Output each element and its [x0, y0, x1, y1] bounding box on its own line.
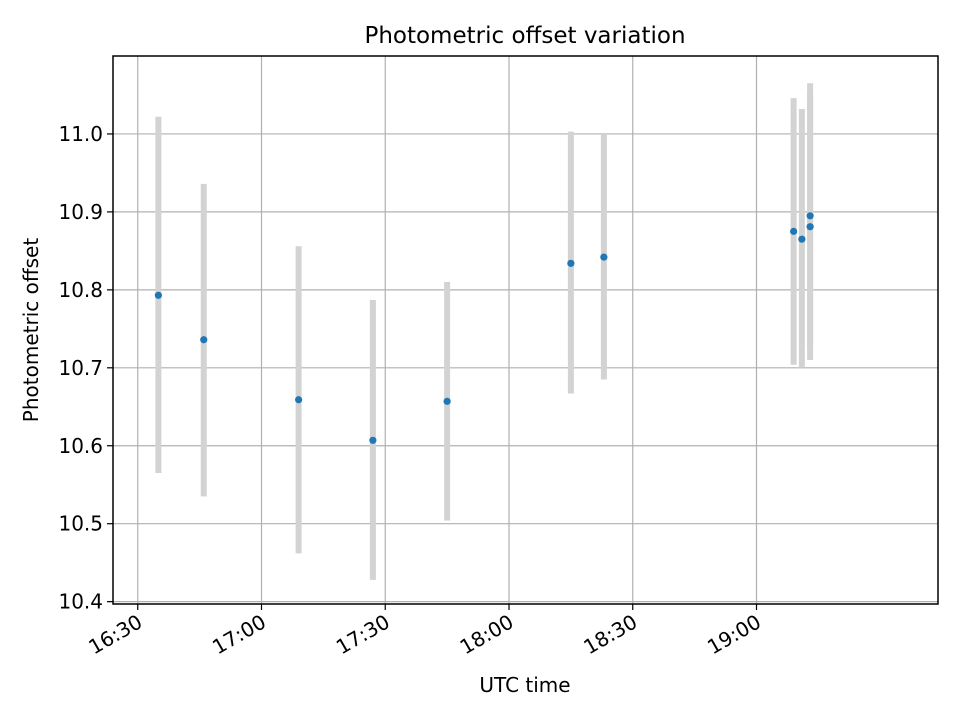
x-tick-label: 19:00 — [703, 610, 765, 660]
y-tick-label: 10.7 — [58, 356, 103, 380]
data-point — [806, 223, 814, 231]
x-axis-title: UTC time — [479, 673, 570, 697]
data-point — [600, 253, 608, 261]
data-point — [806, 212, 814, 220]
y-tick-label: 10.4 — [58, 590, 103, 614]
grid — [113, 56, 938, 604]
y-tick-label: 10.5 — [58, 512, 103, 536]
data-point — [443, 397, 451, 405]
x-tick-label: 16:30 — [84, 610, 146, 660]
x-tick-label: 17:00 — [208, 610, 270, 660]
x-tick-label: 17:30 — [332, 610, 394, 660]
y-axis-title: Photometric offset — [19, 238, 43, 423]
data-point — [798, 235, 806, 243]
x-tick-label: 18:00 — [456, 610, 518, 660]
y-tick-label: 10.9 — [58, 200, 103, 224]
data-point — [295, 396, 303, 404]
data-point — [154, 291, 162, 299]
error-bars — [155, 83, 814, 580]
chart-title: Photometric offset variation — [364, 23, 685, 49]
x-tick-label: 18:30 — [579, 610, 641, 660]
data-point — [369, 436, 377, 444]
data-point — [567, 259, 575, 267]
x-axis: 16:30 17:00 17:30 18:00 18:30 19:00 — [84, 604, 765, 659]
data-point — [790, 227, 798, 235]
y-axis: 10.4 10.5 10.6 10.7 10.8 10.9 11.0 — [58, 122, 113, 614]
data-points — [154, 212, 814, 444]
plot-frame — [112, 55, 939, 605]
y-tick-label: 10.6 — [58, 434, 103, 458]
y-tick-label: 10.8 — [58, 278, 103, 302]
data-point — [200, 336, 208, 344]
y-tick-label: 11.0 — [58, 122, 103, 146]
